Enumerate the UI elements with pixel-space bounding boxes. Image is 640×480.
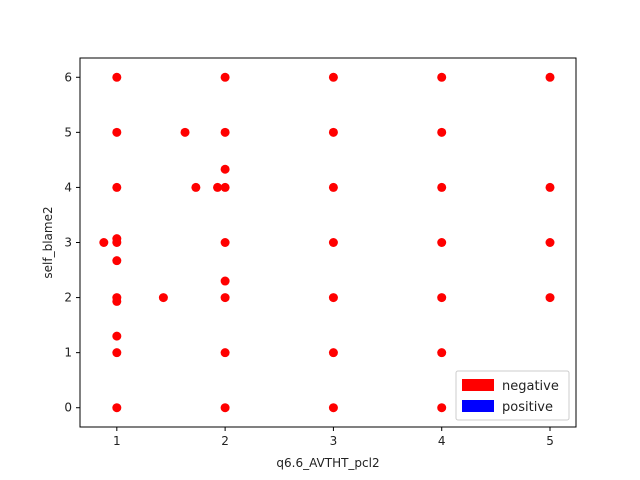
legend-swatch-negative	[462, 379, 494, 391]
data-point-negative	[99, 238, 109, 247]
y-tick-label: 4	[64, 180, 72, 194]
data-point-negative	[437, 182, 447, 192]
data-point-negative	[437, 238, 447, 247]
data-point-negative	[545, 238, 555, 247]
data-point-negative	[220, 182, 230, 192]
data-point-negative	[437, 348, 447, 358]
data-point-negative	[112, 182, 122, 192]
plot-area	[80, 58, 576, 427]
x-axis: 1 2 3 4 5	[113, 427, 554, 448]
data-point-negative	[328, 403, 338, 413]
data-point-negative	[437, 293, 447, 303]
x-tick-label: 2	[221, 434, 229, 448]
data-point-negative	[112, 403, 122, 413]
y-tick-label: 5	[64, 125, 72, 139]
data-point-negative	[545, 72, 555, 82]
data-point-negative	[112, 72, 122, 82]
data-point-negative	[328, 238, 338, 247]
data-point-negative	[191, 182, 201, 192]
data-point-negative	[328, 293, 338, 303]
y-tick-label: 6	[64, 70, 72, 84]
data-point-negative	[328, 348, 338, 358]
data-point-negative	[545, 293, 555, 303]
x-tick-label: 5	[546, 434, 554, 448]
x-tick-label: 1	[113, 434, 121, 448]
data-point-negative	[158, 293, 168, 303]
y-axis-title: self_blame2	[41, 206, 55, 278]
data-point-negative	[220, 164, 230, 174]
y-axis: 0 1 2 3 4 5 6	[64, 70, 80, 415]
data-point-negative	[112, 331, 122, 341]
data-point-negative	[545, 182, 555, 192]
data-point-negative	[112, 238, 122, 247]
data-point-negative	[328, 127, 338, 137]
data-point-negative	[328, 72, 338, 82]
legend-label-negative: negative	[502, 379, 559, 394]
data-point-negative	[220, 293, 230, 303]
legend: negative positive	[455, 370, 570, 421]
data-point-negative	[220, 127, 230, 137]
data-point-negative	[220, 403, 230, 413]
data-point-negative	[220, 238, 230, 247]
y-tick-label: 0	[64, 401, 72, 415]
x-tick-label: 4	[438, 434, 446, 448]
x-tick-label: 3	[330, 434, 338, 448]
data-point-negative	[437, 127, 447, 137]
data-point-negative	[180, 127, 190, 137]
data-point-negative	[437, 403, 447, 413]
data-point-negative	[220, 72, 230, 82]
y-tick-label: 3	[64, 236, 72, 250]
x-axis-title: q6.6_AVTHT_pcl2	[276, 456, 379, 470]
data-point-negative	[112, 256, 122, 266]
data-point-negative	[220, 276, 230, 286]
legend-swatch-positive	[462, 400, 494, 412]
data-point-negative	[437, 72, 447, 82]
y-tick-label: 1	[64, 346, 72, 360]
data-point-negative	[220, 348, 230, 358]
data-point-negative	[112, 296, 122, 306]
points-layer	[99, 72, 555, 413]
data-point-negative	[328, 182, 338, 192]
data-point-negative	[112, 127, 122, 137]
data-point-negative	[213, 182, 223, 192]
legend-label-positive: positive	[502, 400, 553, 415]
data-point-negative	[112, 348, 122, 358]
y-tick-label: 2	[64, 291, 72, 305]
